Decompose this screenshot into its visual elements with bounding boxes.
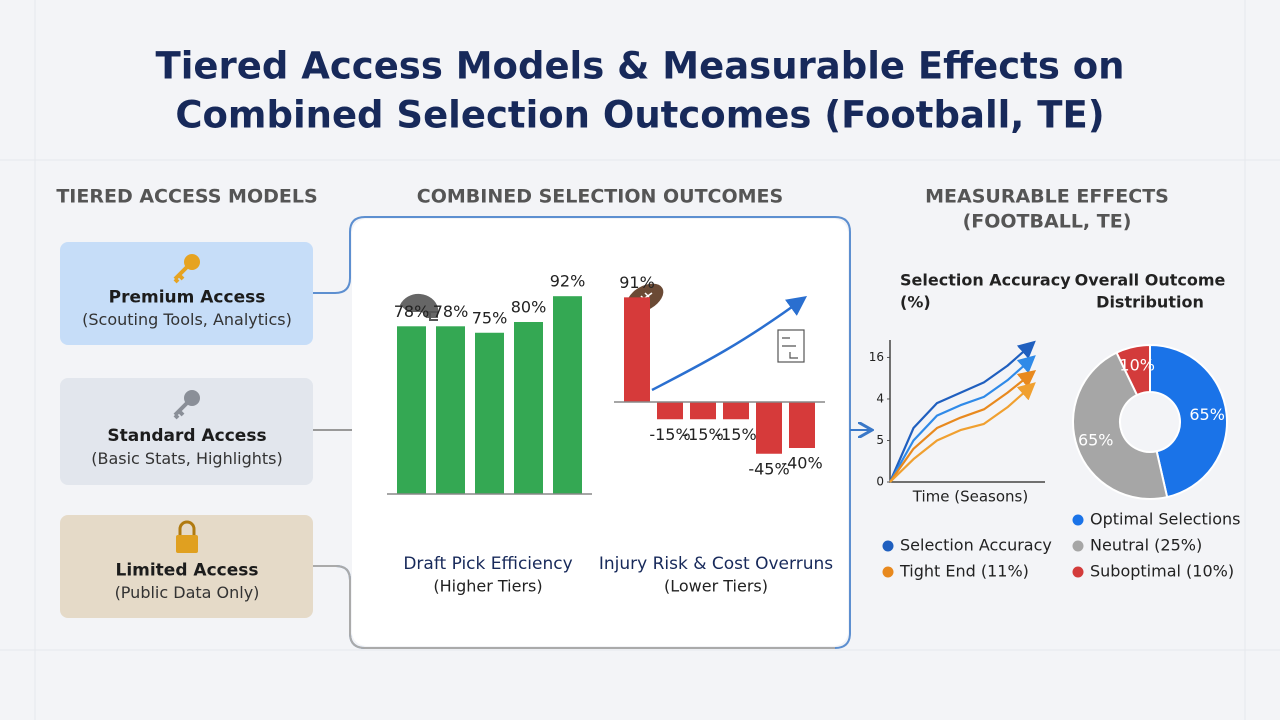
bar [723,402,749,420]
value-label: -45% [748,459,789,478]
legend-label: Selection Accuracy [900,536,1052,555]
legend-swatch [1072,540,1084,552]
y-tick-label: 0 [876,475,884,489]
section-header: (FOOTBALL, TE) [963,211,1132,233]
section-header: MEASURABLE EFFECTS [925,186,1169,208]
lock-icon [176,535,198,553]
title-line: Tiered Access Models & Measurable Effect… [155,45,1124,88]
y-tick-label: 16 [869,350,884,364]
value-label: 80% [511,298,547,317]
section-header: TIERED ACCESS MODELS [56,186,317,208]
trend-arrow [651,296,808,392]
playbook-icon [777,329,805,363]
chart-title: Selection Accuracy [900,271,1071,290]
legend-label: Suboptimal (10%) [1090,562,1234,581]
value-label: 65% [1189,405,1225,424]
value-label: -15% [649,425,690,444]
value-label: -15% [682,425,723,444]
chart-subtitle: (Lower Tiers) [664,577,768,596]
tier-box [60,515,313,618]
value-label: 78% [433,302,469,321]
bar [514,322,543,494]
bar [475,332,504,494]
chart-title: Draft Pick Efficiency [403,554,572,574]
line [889,382,1036,483]
legend-swatch [1072,514,1084,526]
line [889,355,1036,483]
chart-title: Distribution [1096,293,1204,312]
bar [789,402,815,448]
donut-slice [1149,343,1228,499]
value-label: 75% [472,308,508,327]
value-label: 92% [550,272,586,291]
lock-icon [178,520,196,535]
bar [756,402,782,454]
y-tick-label: 5 [876,433,884,447]
chart-title: Injury Risk & Cost Overruns [599,554,833,574]
key-icon [173,401,189,420]
tier-box [60,378,313,485]
key-icon [184,254,200,270]
bar [436,326,465,494]
bar [657,402,683,420]
chart-title: Overall Outcome [1075,271,1226,290]
legend-label: Optimal Selections [1090,510,1240,529]
tier-name: Premium Access [109,288,266,308]
section-header: COMBINED SELECTION OUTCOMES [417,186,783,208]
line [889,369,1037,483]
value-label: 91% [619,273,655,292]
value-label: -15% [715,425,756,444]
value-label: 10% [1119,355,1155,374]
key-icon [173,265,189,284]
x-axis-label: Time (Seasons) [912,488,1028,506]
tier-name: Limited Access [115,561,258,581]
tier-detail: (Public Data Only) [115,583,260,602]
legend-swatch [1072,566,1084,578]
chart-title: (%) [900,293,931,312]
chart-subtitle: (Higher Tiers) [433,577,542,596]
tier-name: Standard Access [107,426,266,446]
value-label: 78% [394,302,430,321]
helmet-icon [400,293,438,321]
tier-detail: (Basic Stats, Highlights) [91,449,283,468]
legend-swatch [882,540,894,552]
key-icon [184,390,200,406]
outcomes-panel [352,219,848,646]
tier-box [60,242,313,345]
title-line: Combined Selection Outcomes (Football, T… [175,94,1104,137]
tier-detail: (Scouting Tools, Analytics) [82,310,292,329]
donut-slice [1072,351,1169,500]
donut-slice [1115,343,1151,397]
y-tick-label: 4 [876,391,884,405]
line [888,340,1036,483]
legend-swatch [882,566,894,578]
value-label: 65% [1078,430,1114,449]
bar [553,296,582,494]
legend-label: Tight End (11%) [899,562,1029,581]
bar [624,297,650,402]
bar [690,402,716,420]
value-label: -40% [781,454,822,473]
bar [397,326,426,494]
legend-label: Neutral (25%) [1090,536,1202,555]
